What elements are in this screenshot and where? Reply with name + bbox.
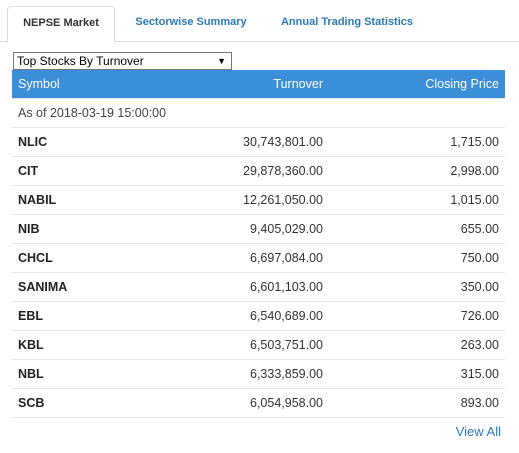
row-closing-price: 726.00 <box>329 300 505 330</box>
table-row: EBL 6,540,689.00 726.00 <box>12 300 505 330</box>
table-row: NIB 9,405,029.00 655.00 <box>12 213 505 243</box>
tab-annual-trading-statistics[interactable]: Annual Trading Statistics <box>280 16 414 28</box>
table-row: CHCL 6,697,084.00 750.00 <box>12 242 505 272</box>
row-closing-price: 2,998.00 <box>329 155 505 185</box>
table-row: SANIMA 6,601,103.00 350.00 <box>12 271 505 301</box>
row-symbol: NBL <box>12 358 149 388</box>
table-row: CIT 29,878,360.00 2,998.00 <box>12 155 505 185</box>
row-closing-price: 1,715.00 <box>329 126 505 156</box>
table-row: NBL 6,333,859.00 315.00 <box>12 358 505 388</box>
stocks-table: Symbol Turnover Closing Price As of 2018… <box>12 70 505 418</box>
as-of-timestamp: As of 2018-03-19 15:00:00 <box>12 97 505 127</box>
header-turnover: Turnover <box>273 76 323 91</box>
row-symbol: SCB <box>12 387 149 418</box>
row-symbol: CHCL <box>12 242 149 272</box>
tab-sectorwise-summary[interactable]: Sectorwise Summary <box>135 16 247 28</box>
row-symbol: NABIL <box>12 184 149 214</box>
row-closing-price: 750.00 <box>329 242 505 272</box>
row-symbol: NLIC <box>12 126 149 156</box>
row-closing-price: 263.00 <box>329 329 505 359</box>
row-turnover: 6,503,751.00 <box>149 329 329 359</box>
row-turnover: 6,697,084.00 <box>149 242 329 272</box>
table-row: NLIC 30,743,801.00 1,715.00 <box>12 126 505 156</box>
as-of-row: As of 2018-03-19 15:00:00 <box>12 97 505 127</box>
row-turnover: 6,601,103.00 <box>149 271 329 301</box>
row-symbol: SANIMA <box>12 271 149 301</box>
tab-nepse-market[interactable]: NEPSE Market <box>7 6 115 43</box>
stock-filter-select[interactable]: Top Stocks By Turnover ▼ <box>13 52 232 70</box>
row-symbol: KBL <box>12 329 149 359</box>
row-closing-price: 350.00 <box>329 271 505 301</box>
row-closing-price: 655.00 <box>329 213 505 243</box>
row-closing-price: 315.00 <box>329 358 505 388</box>
row-turnover: 9,405,029.00 <box>149 213 329 243</box>
dropdown-arrow-icon: ▼ <box>217 56 226 66</box>
view-all-link[interactable]: View All <box>455 424 501 439</box>
row-turnover: 30,743,801.00 <box>149 126 329 156</box>
row-turnover: 29,878,360.00 <box>149 155 329 185</box>
row-turnover: 6,054,958.00 <box>149 387 329 418</box>
row-symbol: NIB <box>12 213 149 243</box>
row-turnover: 6,540,689.00 <box>149 300 329 330</box>
tab-bar: NEPSE Market Sectorwise Summary Annual T… <box>0 0 519 43</box>
row-closing-price: 1,015.00 <box>329 184 505 214</box>
row-turnover: 12,261,050.00 <box>149 184 329 214</box>
header-closing-price: Closing Price <box>425 76 499 91</box>
table-header-row: Symbol Turnover Closing Price <box>12 70 505 98</box>
row-turnover: 6,333,859.00 <box>149 358 329 388</box>
row-symbol: CIT <box>12 155 149 185</box>
stock-filter-value: Top Stocks By Turnover <box>17 54 144 68</box>
header-symbol: Symbol <box>18 76 60 91</box>
row-closing-price: 893.00 <box>329 387 505 418</box>
table-row: SCB 6,054,958.00 893.00 <box>12 387 505 418</box>
row-symbol: EBL <box>12 300 149 330</box>
table-row: NABIL 12,261,050.00 1,015.00 <box>12 184 505 214</box>
table-row: KBL 6,503,751.00 263.00 <box>12 329 505 359</box>
